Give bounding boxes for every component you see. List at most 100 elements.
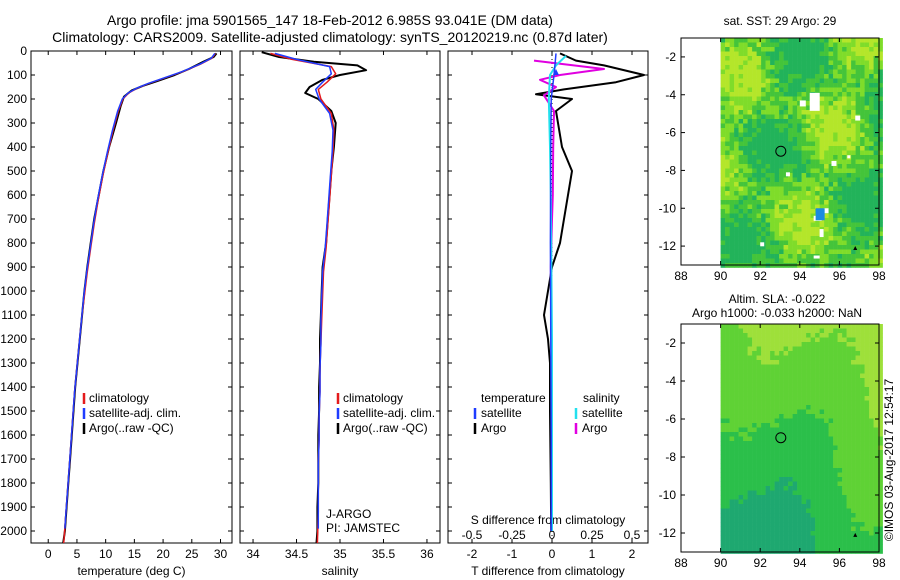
heatmap-cell	[743, 110, 748, 115]
heatmap-cell	[869, 526, 874, 532]
heatmap-cell	[797, 535, 802, 541]
heatmap-cell	[833, 150, 838, 156]
heatmap-cell	[720, 51, 726, 57]
heatmap-cell	[734, 409, 739, 415]
heatmap-cell	[824, 468, 829, 473]
heatmap-cell	[860, 387, 865, 392]
heatmap-cell	[765, 51, 771, 57]
heatmap-cell	[819, 101, 825, 106]
heatmap-cell	[806, 114, 811, 120]
heatmap-cell	[801, 231, 807, 237]
heatmap-cell	[833, 355, 838, 361]
heatmap-cell	[765, 324, 771, 329]
heatmap-cell	[806, 92, 811, 97]
heatmap-cell	[797, 513, 802, 518]
heatmap-cell	[815, 110, 820, 115]
heatmap-cell	[738, 459, 744, 464]
heatmap-cell	[801, 65, 807, 70]
heatmap-cell	[779, 400, 784, 406]
heatmap-cell	[801, 110, 807, 115]
heatmap-cell	[761, 454, 766, 460]
heatmap-cell	[815, 526, 820, 532]
heatmap-cell	[783, 342, 789, 347]
heatmap-cell	[810, 132, 816, 138]
heatmap-cell	[828, 195, 834, 201]
heatmap-cell	[828, 499, 834, 505]
heatmap-cell	[765, 60, 771, 66]
heatmap-cell	[774, 351, 780, 356]
heatmap-cell	[837, 333, 843, 338]
heatmap-cell	[855, 173, 861, 178]
heatmap-cell	[729, 486, 735, 491]
heatmap-cell	[864, 333, 870, 338]
heatmap-cell	[765, 373, 771, 379]
heatmap-cell	[851, 177, 856, 183]
heatmap-cell	[729, 513, 735, 518]
heatmap-cell	[743, 254, 748, 259]
heatmap-cell	[819, 159, 825, 165]
heatmap-cell	[846, 355, 852, 361]
heatmap-cell	[878, 236, 883, 241]
heatmap-cell	[720, 96, 726, 102]
heatmap-cell	[734, 544, 739, 550]
heatmap-cell	[774, 92, 780, 97]
heatmap-cell	[792, 391, 798, 397]
heatmap-cell	[747, 47, 753, 52]
heatmap-cell	[743, 105, 748, 111]
heatmap-cell	[873, 213, 879, 219]
heatmap-cell	[846, 432, 852, 437]
heatmap-cell	[860, 432, 865, 437]
heatmap-cell	[819, 114, 825, 120]
heatmap-cell	[860, 47, 865, 52]
heatmap-cell	[729, 38, 735, 43]
heatmap-cell	[725, 87, 730, 93]
heatmap-cell	[860, 101, 865, 106]
heatmap-cell	[738, 74, 744, 79]
heatmap-cell	[873, 513, 879, 518]
heatmap-cell	[747, 38, 753, 43]
heatmap-cell	[837, 164, 843, 169]
heatmap-cell	[747, 445, 753, 451]
heatmap-cell	[851, 236, 856, 241]
heatmap-cell	[765, 119, 771, 124]
heatmap-cell	[824, 218, 829, 223]
heatmap-cell	[810, 495, 816, 500]
heatmap-cell	[792, 432, 798, 437]
heatmap-cell	[747, 540, 753, 545]
heatmap-cell	[765, 240, 771, 246]
y-tick-label: 1600	[0, 428, 27, 442]
heatmap-cell	[783, 409, 789, 415]
heatmap-cell	[783, 351, 789, 356]
heatmap-cell	[860, 342, 865, 347]
heatmap-cell	[752, 60, 757, 66]
heatmap-cell	[815, 486, 820, 491]
heatmap-cell	[783, 245, 789, 250]
heatmap-cell	[828, 101, 834, 106]
heatmap-cell	[720, 508, 726, 514]
heatmap-cell	[729, 531, 735, 536]
heatmap-cell	[828, 436, 834, 442]
heatmap-cell	[855, 101, 861, 106]
heatmap-cell	[846, 240, 852, 246]
heatmap-cell	[837, 51, 843, 57]
heatmap-cell	[779, 508, 784, 514]
heatmap-cell	[738, 427, 744, 433]
heatmap-cell	[752, 531, 757, 536]
heatmap-cell	[810, 342, 816, 347]
heatmap-cell	[756, 400, 762, 406]
heatmap-cell	[842, 186, 847, 192]
heatmap-cell	[752, 441, 757, 446]
heatmap-cell	[752, 328, 757, 334]
heatmap-cell	[869, 123, 874, 129]
heatmap-cell	[797, 450, 802, 455]
heatmap-cell	[725, 342, 730, 347]
heatmap-cell	[842, 342, 847, 347]
heatmap-cell	[878, 78, 883, 84]
heatmap-cell	[851, 159, 856, 165]
heatmap-cell	[783, 146, 789, 151]
heatmap-cell	[842, 231, 847, 237]
heatmap-cell	[747, 409, 753, 415]
heatmap-cell	[774, 240, 780, 246]
heatmap-cell	[851, 513, 856, 518]
heatmap-cell	[770, 468, 775, 473]
